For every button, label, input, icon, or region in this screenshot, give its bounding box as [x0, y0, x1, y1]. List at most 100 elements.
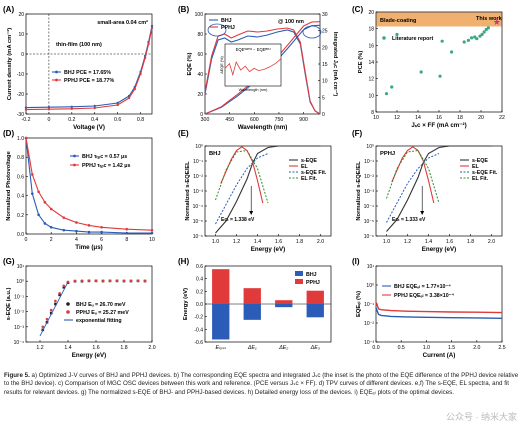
series-marker-pphj	[143, 56, 147, 60]
y-axis-label: Energy (eV)	[183, 288, 189, 320]
annotation: Blade-coating	[380, 18, 416, 24]
literature-point	[486, 26, 490, 30]
tpv-marker	[87, 224, 91, 227]
y-tick-label: 10⁻⁴	[193, 204, 203, 210]
x-tick-label: 2.5	[498, 345, 505, 351]
tpv-marker	[31, 173, 34, 176]
caption-text: a) Optimized J-V curves of BHJ and PPHJ …	[4, 372, 519, 396]
tpv-marker	[49, 225, 53, 229]
spectrum-line	[220, 146, 264, 204]
seqe-point-pphj	[45, 317, 49, 321]
legend-entry: EL	[301, 164, 309, 170]
legend-bhj: BHJ	[306, 272, 317, 278]
legend-pphj-swatch-marker	[73, 163, 76, 167]
y-tick-label: 10⁻¹	[364, 302, 374, 308]
literature-point	[419, 70, 423, 74]
panel-e: (E) 1.0 1.2 1.4 1.6 1.8 2.0 10⁻⁶ 10⁻⁵ 10⁻⁴ 10⁻³ 10⁻…	[178, 129, 332, 253]
exponential-fit-line	[39, 281, 69, 337]
y-axis-label: EQEₑₗ (%)	[356, 291, 362, 317]
panel-label: (C)	[352, 5, 363, 14]
tpv-marker	[31, 192, 34, 195]
x-tick-label: 1.2	[233, 239, 240, 245]
y-tick-label: 10⁰	[195, 144, 203, 150]
y-tick-label: 10¹	[367, 264, 375, 270]
series-marker-bhj	[70, 105, 74, 109]
x-tick-label: 2	[50, 237, 53, 243]
y-tick-label: 10⁻²	[364, 321, 374, 327]
legend-bhj: BHJ	[221, 18, 232, 24]
x-tick-label: 1.4	[425, 239, 432, 245]
panel-title: BHJ	[209, 151, 221, 157]
x-tick-label: 0.5	[398, 345, 405, 351]
seqe-point-pphj	[41, 325, 45, 329]
y-tick-label: 0.0	[196, 302, 203, 308]
plot-frame	[375, 265, 503, 343]
legend-literature: Literature report	[392, 36, 433, 42]
panel-i: (I) 0.0 0.5 1.0 1.5 2.0 2.5 10⁻³ 10⁻² 10⁻¹ 10⁰ 10¹ C…	[352, 257, 506, 359]
x-tick-label: 1.8	[120, 345, 127, 351]
y-tick-label: 10⁻³	[193, 189, 203, 195]
series-marker-pphj	[127, 96, 131, 100]
seqe-point-pphj	[122, 279, 126, 283]
y-tick-label: 80	[197, 32, 203, 38]
literature-point	[480, 32, 484, 37]
figure-caption: Figure 5. a) Optimized J-V curves of BHJ…	[4, 372, 519, 397]
y-tick-label: 0.2	[196, 289, 203, 295]
literature-point	[440, 39, 444, 43]
x-category-label: ΔE₃	[310, 345, 320, 351]
inset-y-label: ΔEQE (%)	[220, 56, 224, 74]
tpv-marker	[37, 190, 40, 194]
spectrum-line	[386, 149, 440, 204]
x-tick-label: -0.2	[22, 117, 31, 123]
seqe-point-pphj	[115, 279, 119, 283]
tpv-marker	[150, 228, 154, 232]
panel-label: (E)	[178, 129, 189, 138]
x-tick-label: 300	[201, 117, 210, 123]
legend-entry: EL Fit.	[301, 176, 318, 182]
seqe-point-pphj	[108, 279, 112, 283]
bar-pphj	[275, 300, 293, 304]
legend-pphj: PPHJ Eᵤ = 25.27 meV	[76, 310, 129, 316]
plot-frame	[25, 137, 153, 235]
caption-lead: Figure 5.	[4, 372, 30, 379]
seqe-point-pphj	[129, 279, 133, 283]
y-tick-label: 10⁻³	[14, 325, 24, 331]
y-axis-label: Normalized s-EQE/EL	[185, 161, 191, 221]
legend-bhj: BHJ PCE = 17.65%	[64, 70, 111, 76]
y-tick-label: 14	[368, 60, 374, 66]
annotation: Eᴄₜ = 1.338 eV	[221, 217, 255, 223]
bar-bhj	[306, 304, 324, 318]
legend-fit: exponential fitting	[76, 318, 122, 324]
panel-title: PPHJ	[380, 151, 395, 157]
tpv-marker	[125, 227, 129, 231]
y2-tick-label: 0	[322, 112, 325, 118]
legend-bhj-swatch	[66, 302, 70, 306]
x-tick-label: 0.0	[372, 345, 379, 351]
annotation: Eᴄₜ = 1.333 eV	[392, 217, 426, 223]
literature-point	[462, 40, 466, 44]
tpv-marker	[87, 230, 91, 234]
y-axis-label: EQE (%)	[187, 53, 193, 76]
series-marker-pphj	[116, 103, 119, 107]
y-tick-label: 20	[18, 12, 24, 18]
x-tick-label: 0.6	[114, 117, 121, 123]
x-tick-label: 2.0	[317, 239, 324, 245]
y2-tick-label: 15	[322, 62, 328, 68]
y-tick-label: 10⁻⁶	[364, 234, 374, 240]
x-tick-label: 8	[125, 237, 128, 243]
x-tick-label: 1.5	[448, 345, 455, 351]
inset-annotation: EQEᵂᴾᴴᴶ − EQEᴮᴴᴶ	[236, 47, 271, 52]
spectrum-line	[391, 146, 435, 204]
tpv-line-bhj	[25, 137, 152, 234]
legend-entry: EL Fit.	[472, 176, 489, 182]
y-tick-label: 10⁻⁴	[364, 204, 374, 210]
y-tick-label: 10⁻⁵	[364, 219, 374, 225]
y-tick-label: 0.4	[17, 194, 24, 200]
x-axis-label: Energy (eV)	[422, 246, 456, 253]
seqe-point-pphj	[101, 279, 105, 283]
spectrum-line	[215, 145, 321, 234]
y-tick-label: 10⁻³	[364, 340, 374, 346]
y-tick-label: 10⁻¹	[14, 294, 24, 300]
bar-bhj	[275, 304, 293, 308]
y-tick-label: 0.4	[196, 277, 203, 283]
